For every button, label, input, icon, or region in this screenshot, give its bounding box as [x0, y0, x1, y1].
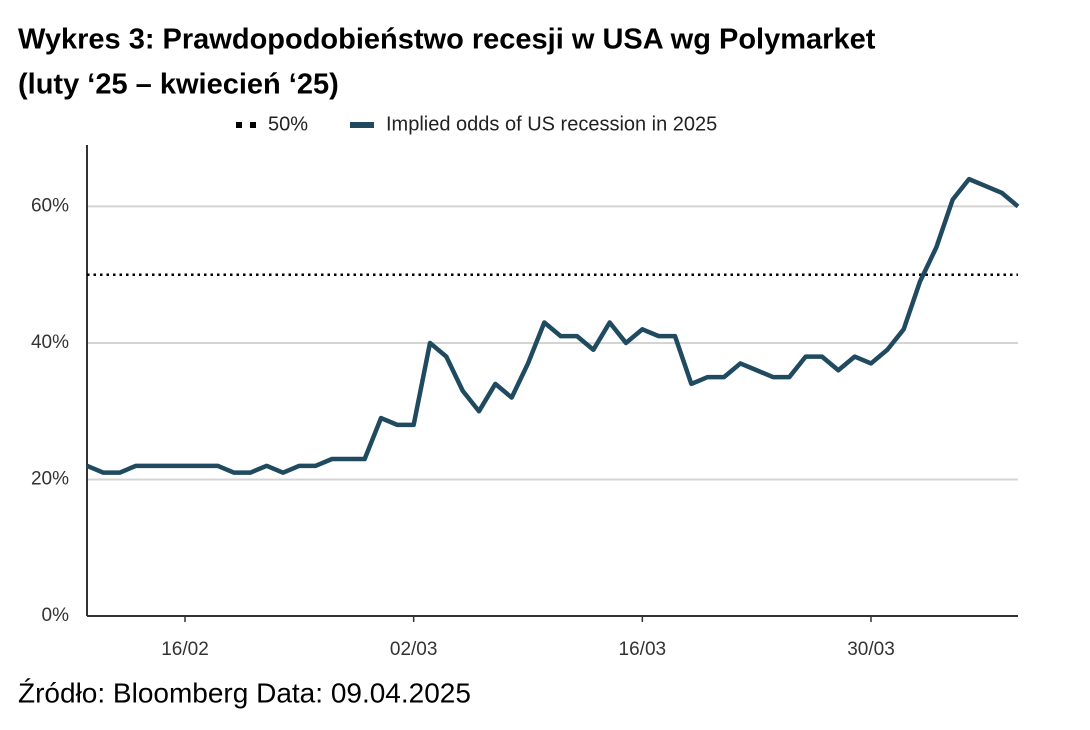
legend-label: Implied odds of US recession in 2025 — [386, 113, 717, 135]
x-tick-label: 16/03 — [619, 639, 667, 660]
line-series — [86, 176, 1020, 475]
y-tick-label: 60% — [31, 195, 69, 216]
x-tick-label: 02/03 — [390, 639, 438, 660]
y-tick-label: 0% — [42, 605, 70, 626]
legend-label: 50% — [268, 113, 308, 135]
x-tick-label: 30/03 — [847, 639, 895, 660]
chart-title: (luty ‘25 – kwiecień ‘25) — [18, 69, 339, 101]
y-tick-label: 40% — [31, 332, 69, 353]
chart-title: Wykres 3: Prawdopodobieństwo recesji w U… — [18, 24, 876, 56]
y-tick-label: 20% — [31, 468, 69, 489]
source: Źródło: Bloomberg Data: 09.04.2025 — [18, 677, 471, 708]
x-tick-label: 16/02 — [161, 639, 209, 660]
